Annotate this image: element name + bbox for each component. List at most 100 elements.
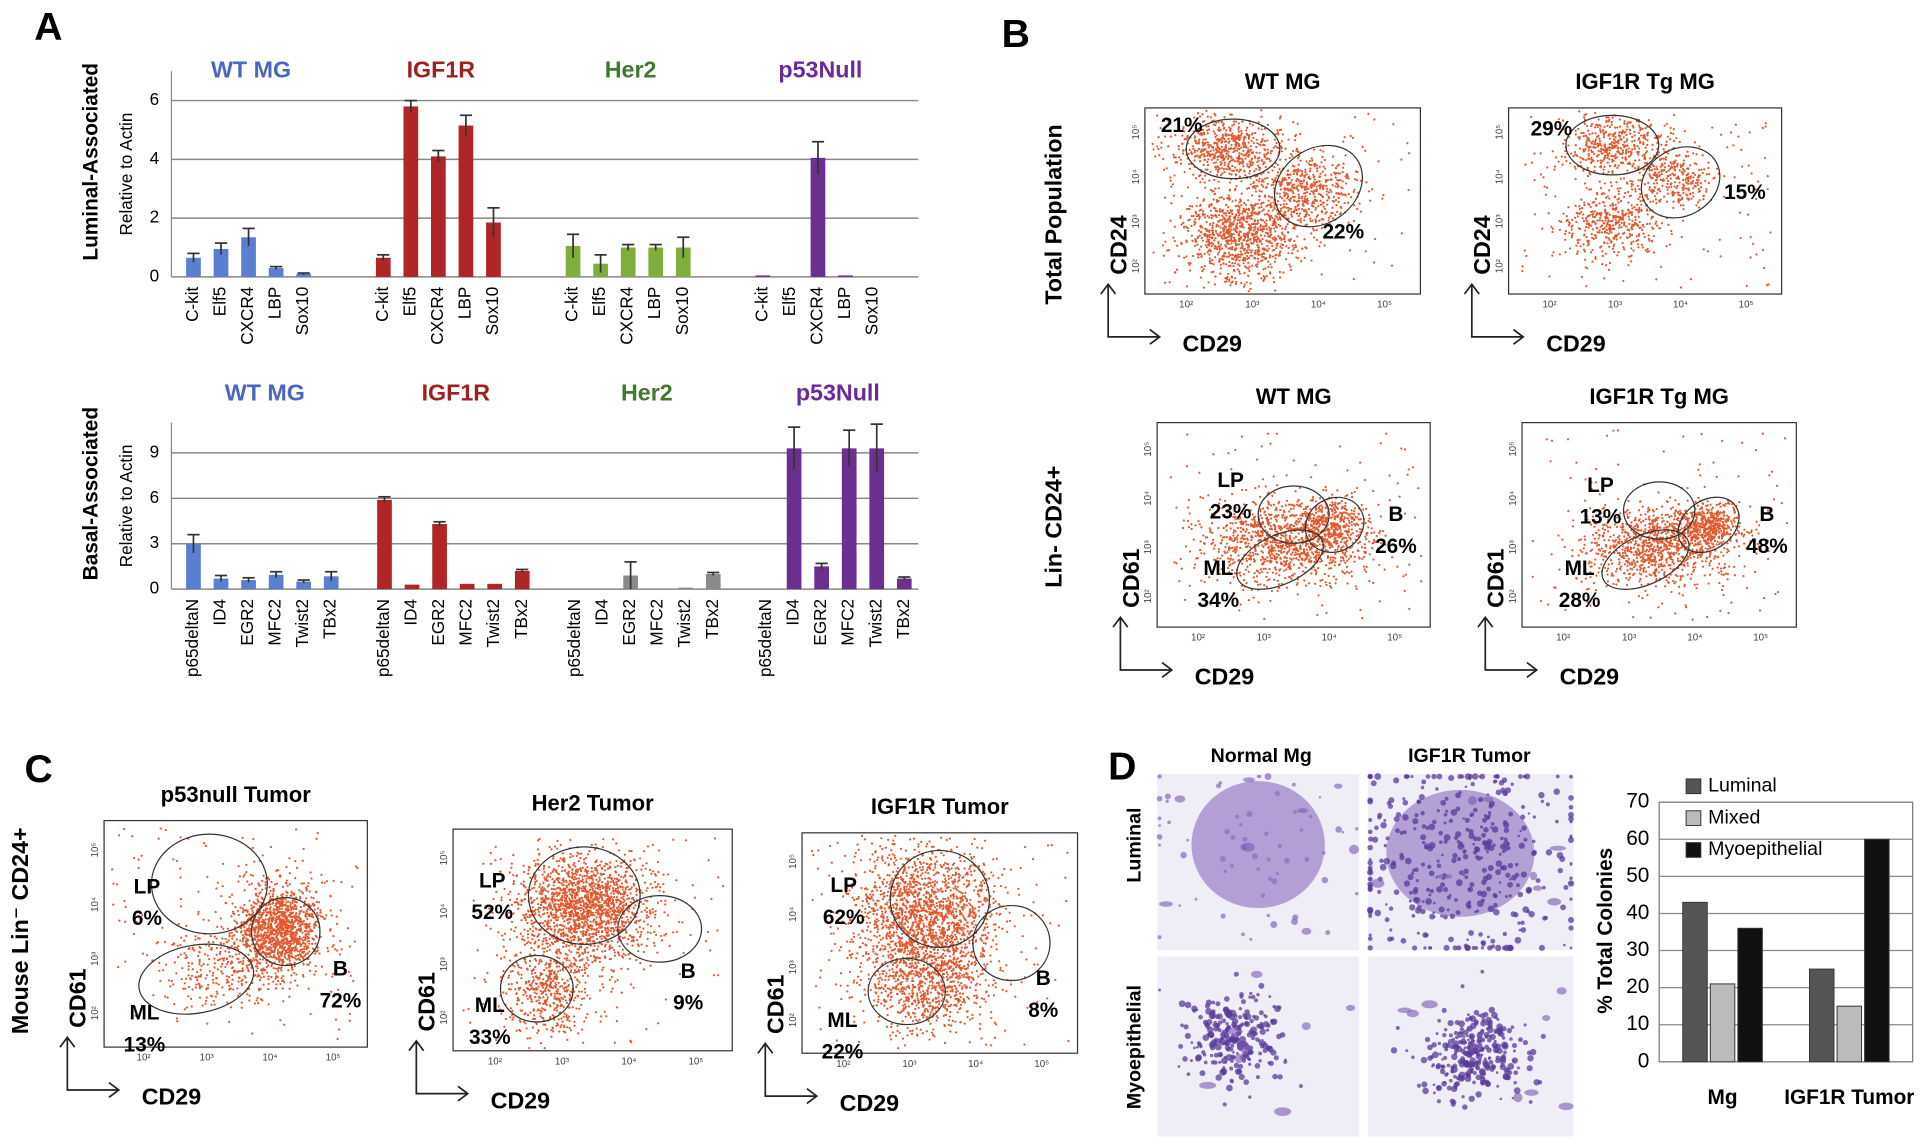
event-dot — [1659, 134, 1663, 137]
event-dot — [1269, 504, 1273, 507]
event-dot — [1236, 160, 1239, 163]
event-dot — [1293, 504, 1296, 507]
event-dot — [1649, 175, 1652, 178]
event-dot — [1233, 248, 1236, 251]
event-dot — [1548, 275, 1551, 278]
event-dot — [1628, 128, 1631, 131]
event-dot — [1230, 232, 1233, 236]
event-dot — [1267, 260, 1270, 263]
event-dot — [1285, 534, 1288, 537]
event-dot — [1316, 567, 1320, 570]
event-dot — [1288, 546, 1291, 549]
event-dot — [1309, 220, 1312, 223]
event-dot — [1252, 186, 1255, 189]
event-dot — [1234, 282, 1238, 286]
event-dot — [1314, 198, 1317, 201]
x-tick-label: p65deltaN — [564, 599, 584, 677]
event-dot — [1228, 172, 1231, 175]
event-dot — [1378, 600, 1381, 603]
event-dot — [1256, 570, 1259, 573]
event-dot — [1330, 173, 1333, 176]
event-dot — [1288, 557, 1292, 560]
event-dot — [1247, 207, 1250, 211]
event-dot — [1250, 139, 1253, 143]
bar — [377, 499, 392, 590]
event-dot — [1400, 158, 1403, 161]
event-dot — [1601, 254, 1605, 258]
event-dot — [1335, 541, 1339, 545]
event-dot — [1190, 234, 1193, 237]
event-dot — [1222, 254, 1225, 257]
event-dot — [1281, 233, 1284, 236]
event-dot — [1630, 233, 1634, 237]
event-dot — [1293, 553, 1296, 556]
event-dot — [1236, 538, 1239, 541]
event-dot — [1647, 119, 1650, 122]
event-dot — [1166, 249, 1169, 252]
event-dot — [1329, 567, 1333, 570]
event-dot — [1595, 123, 1598, 127]
event-dot — [1228, 536, 1231, 539]
event-dot — [1650, 177, 1653, 180]
event-dot — [1643, 162, 1647, 165]
y-axis-label: Relative to Actin — [116, 113, 136, 236]
event-dot — [1211, 226, 1214, 229]
event-dot — [1320, 203, 1323, 206]
event-dot — [1611, 207, 1614, 210]
event-dot — [1323, 572, 1326, 576]
event-dot — [1595, 212, 1599, 215]
event-dot — [1210, 204, 1213, 207]
event-dot — [1745, 284, 1748, 288]
event-dot — [1250, 211, 1253, 214]
event-dot — [1251, 513, 1254, 516]
x-tick-label: Sox10 — [482, 287, 502, 336]
event-dot — [1322, 150, 1325, 153]
event-dot — [1639, 141, 1642, 145]
event-dot — [1292, 543, 1295, 547]
event-dot — [1345, 176, 1348, 179]
event-dot — [1639, 179, 1642, 182]
event-dot — [1356, 549, 1359, 552]
event-dot — [1275, 556, 1278, 559]
event-dot — [1281, 133, 1284, 136]
event-dot — [1258, 194, 1261, 198]
event-dot — [1262, 545, 1265, 549]
event-dot — [1748, 131, 1751, 134]
event-dot — [1254, 522, 1257, 526]
event-dot — [1370, 188, 1374, 191]
event-dot — [1203, 181, 1206, 184]
event-dot — [1649, 200, 1652, 203]
event-dot — [1303, 175, 1306, 179]
event-dot — [1254, 257, 1257, 260]
event-dot — [1580, 275, 1583, 278]
event-dot — [1229, 147, 1232, 151]
event-dot — [1238, 264, 1241, 267]
event-dot — [1243, 247, 1246, 251]
event-dot — [1173, 174, 1176, 177]
event-dot — [1256, 227, 1260, 230]
event-dot — [1185, 138, 1188, 141]
event-dot — [1265, 219, 1268, 222]
event-dot — [1590, 123, 1594, 126]
event-dot — [1157, 147, 1160, 151]
event-dot — [1583, 182, 1587, 185]
event-dot — [1266, 240, 1269, 243]
event-dot — [1687, 154, 1690, 158]
event-dot — [1259, 530, 1263, 534]
event-dot — [1368, 553, 1371, 556]
event-dot — [1246, 163, 1249, 166]
event-dot — [1305, 173, 1308, 176]
event-dot — [1275, 244, 1278, 247]
event-dot — [1261, 237, 1264, 241]
event-dot — [1329, 188, 1332, 191]
event-dot — [1246, 249, 1249, 252]
event-dot — [1621, 129, 1625, 132]
event-dot — [1594, 197, 1597, 200]
event-dot — [1279, 236, 1282, 239]
event-dot — [1260, 277, 1263, 280]
event-dot — [1270, 266, 1273, 269]
event-dot — [1551, 227, 1555, 230]
event-dot — [1289, 514, 1292, 518]
event-dot — [1692, 187, 1695, 190]
event-dot — [1252, 596, 1255, 599]
